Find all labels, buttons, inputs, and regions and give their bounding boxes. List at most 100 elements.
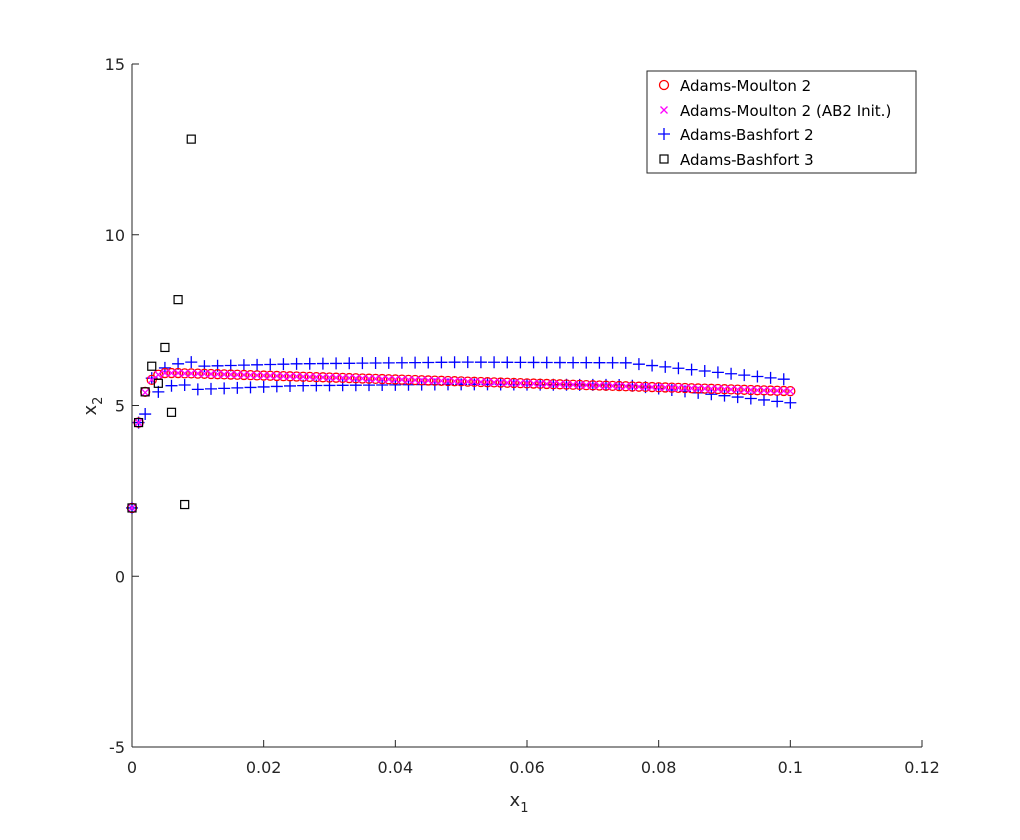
data-point-adams-moulton-2 [587,380,598,391]
data-point-adams-moulton-2 [219,369,230,380]
data-point-adams-bashfort-2 [461,356,474,369]
data-point-adams-moulton-2-ab2-init [496,378,505,387]
data-point-adams-moulton-2-ab2-init [318,373,327,382]
data-point-adams-moulton-2-ab2-init [253,371,262,380]
data-markers [126,134,797,514]
data-point-adams-bashfort-3 [186,134,196,144]
data-point-adams-moulton-2-ab2-init [542,379,551,388]
data-point-adams-bashfort-2 [553,356,566,369]
data-point-adams-moulton-2 [350,373,361,384]
data-point-adams-bashfort-2 [659,360,672,373]
data-point-adams-bashfort-2 [284,379,296,392]
data-point-adams-moulton-2 [686,383,697,394]
data-point-adams-bashfort-3 [133,417,144,428]
data-point-adams-bashfort-2 [758,393,770,406]
data-point-adams-moulton-2-ab2-init [424,376,433,385]
x-axis-ticks: 0 0.02 0.04 0.06 0.08 0.1 0.12 [127,740,940,777]
data-point-adams-moulton-2-ab2-init [437,376,446,385]
data-point-adams-bashfort-2 [191,383,204,396]
data-point-adams-moulton-2 [732,384,743,395]
y-tick-label: -5 [109,738,125,757]
data-point-adams-bashfort-2 [237,359,250,372]
data-point-adams-moulton-2 [166,367,177,379]
x-tick-label: 0 [127,758,137,777]
data-point-adams-moulton-2 [344,372,355,384]
data-point-adams-bashfort-2 [705,388,718,401]
data-point-adams-bashfort-2 [330,357,343,370]
data-point-adams-moulton-2 [291,371,302,382]
data-point-adams-bashfort-2 [185,356,198,369]
data-point-adams-bashfort-2 [363,379,375,392]
data-point-adams-moulton-2 [304,371,315,383]
data-point-adams-moulton-2-ab2-init [180,369,189,378]
data-point-adams-moulton-2 [423,375,434,386]
data-point-adams-moulton-2-ab2-init [312,373,321,382]
data-point-adams-moulton-2-ab2-init [529,379,538,388]
data-point-adams-bashfort-2 [290,357,303,370]
data-point-adams-moulton-2-ab2-init [266,371,275,380]
data-point-adams-moulton-2 [284,371,296,382]
data-point-adams-moulton-2 [574,379,585,391]
y-tick-label: 0 [115,567,125,586]
data-point-adams-moulton-2 [324,372,335,383]
x-tick-label: 0.04 [378,758,414,777]
data-point-adams-moulton-2 [772,385,783,396]
data-point-adams-bashfort-2 [205,382,217,395]
data-point-adams-bashfort-3 [160,342,170,353]
data-point-adams-moulton-2 [785,386,796,397]
data-point-adams-moulton-2 [442,375,454,387]
data-point-adams-bashfort-2 [435,356,448,369]
legend-marker-x [660,106,668,114]
y-axis-label: x2 [80,397,106,416]
data-point-adams-moulton-2 [548,378,559,390]
data-point-adams-moulton-2 [205,368,217,380]
data-point-adams-moulton-2 [752,385,763,396]
data-point-adams-moulton-2 [357,373,368,384]
data-point-adams-moulton-2-ab2-init [226,370,235,379]
data-point-adams-moulton-2 [238,369,250,381]
data-point-adams-bashfort-2 [527,356,540,369]
data-point-adams-bashfort-3 [173,295,183,305]
data-point-adams-moulton-2 [199,368,210,379]
data-point-adams-moulton-2 [594,380,605,391]
data-point-adams-moulton-2-ab2-init [371,374,380,383]
legend-label: Adams-Moulton 2 [680,77,811,95]
data-point-adams-moulton-2 [712,383,724,395]
data-point-adams-moulton-2-ab2-init [588,381,597,390]
data-point-adams-moulton-2 [765,385,776,396]
data-point-adams-moulton-2 [620,381,631,392]
legend-entry-adams-bashfort-2: Adams-Bashfort 2 [658,126,814,144]
data-point-adams-moulton-2-ab2-init [621,382,630,391]
data-point-adams-moulton-2 [225,369,236,380]
data-point-adams-bashfort-2 [376,378,389,391]
data-point-adams-moulton-2-ab2-init [384,375,393,384]
data-point-adams-moulton-2 [515,378,526,389]
data-point-adams-moulton-2-ab2-init [292,372,301,381]
data-point-adams-bashfort-2 [270,380,283,393]
data-point-adams-moulton-2 [699,383,710,394]
data-point-adams-moulton-2-ab2-init [753,386,762,395]
x-axis-label-main: x [510,790,521,811]
legend-label: Adams-Moulton 2 (AB2 Init.) [680,102,891,120]
data-point-adams-bashfort-2 [698,365,711,378]
data-point-adams-moulton-2-ab2-init [523,379,531,388]
data-point-adams-moulton-2-ab2-init [549,380,558,389]
data-point-adams-moulton-2-ab2-init [358,374,367,383]
y-tick-label: 5 [115,397,125,416]
data-point-adams-moulton-2-ab2-init [365,374,373,383]
data-point-adams-moulton-2-ab2-init [516,379,525,388]
data-point-adams-moulton-2-ab2-init [338,373,347,382]
data-point-adams-moulton-2-ab2-init [167,369,176,378]
data-point-adams-moulton-2 [758,385,770,396]
data-point-adams-moulton-2-ab2-init [536,379,545,388]
data-point-adams-moulton-2 [436,375,447,386]
data-point-adams-moulton-2-ab2-init [332,373,341,382]
data-point-adams-moulton-2 [475,376,487,388]
data-point-adams-moulton-2 [502,377,513,388]
data-point-adams-bashfort-2 [731,391,744,404]
data-point-adams-bashfort-3 [166,407,177,417]
data-point-adams-moulton-2-ab2-init [391,375,400,384]
data-point-adams-moulton-2 [528,378,539,389]
data-point-adams-moulton-2-ab2-init [430,376,439,385]
